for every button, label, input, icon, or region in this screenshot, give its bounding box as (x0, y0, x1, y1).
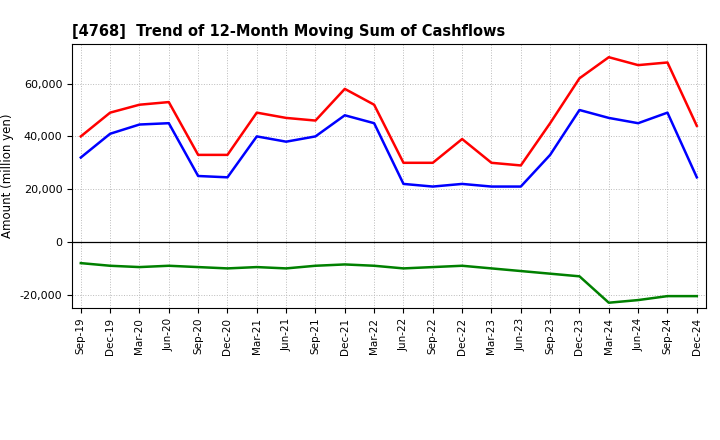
Free Cashflow (428, 184, 437, 189)
Investing Cashflow (106, 263, 114, 268)
Free Cashflow (223, 175, 232, 180)
Investing Cashflow (428, 264, 437, 270)
Investing Cashflow (634, 297, 642, 303)
Investing Cashflow (311, 263, 320, 268)
Investing Cashflow (370, 263, 379, 268)
Free Cashflow (546, 152, 554, 158)
Operating Cashflow (223, 152, 232, 158)
Operating Cashflow (164, 99, 173, 105)
Investing Cashflow (546, 271, 554, 276)
Operating Cashflow (546, 121, 554, 126)
Free Cashflow (164, 121, 173, 126)
Free Cashflow (282, 139, 290, 144)
Investing Cashflow (76, 260, 85, 266)
Line: Operating Cashflow: Operating Cashflow (81, 57, 697, 165)
Free Cashflow (341, 113, 349, 118)
Investing Cashflow (164, 263, 173, 268)
Operating Cashflow (663, 60, 672, 65)
Free Cashflow (487, 184, 496, 189)
Free Cashflow (253, 134, 261, 139)
Free Cashflow (693, 175, 701, 180)
Investing Cashflow (458, 263, 467, 268)
Investing Cashflow (282, 266, 290, 271)
Investing Cashflow (487, 266, 496, 271)
Operating Cashflow (693, 123, 701, 128)
Operating Cashflow (135, 102, 144, 107)
Operating Cashflow (487, 160, 496, 165)
Investing Cashflow (663, 293, 672, 299)
Operating Cashflow (634, 62, 642, 68)
Investing Cashflow (253, 264, 261, 270)
Operating Cashflow (76, 134, 85, 139)
Operating Cashflow (311, 118, 320, 123)
Free Cashflow (311, 134, 320, 139)
Investing Cashflow (341, 262, 349, 267)
Investing Cashflow (575, 274, 584, 279)
Free Cashflow (106, 131, 114, 136)
Y-axis label: Amount (million yen): Amount (million yen) (1, 114, 14, 238)
Operating Cashflow (106, 110, 114, 115)
Investing Cashflow (194, 264, 202, 270)
Free Cashflow (194, 173, 202, 179)
Text: [4768]  Trend of 12-Month Moving Sum of Cashflows: [4768] Trend of 12-Month Moving Sum of C… (72, 24, 505, 39)
Operating Cashflow (605, 55, 613, 60)
Investing Cashflow (135, 264, 144, 270)
Free Cashflow (76, 155, 85, 160)
Operating Cashflow (194, 152, 202, 158)
Free Cashflow (135, 122, 144, 127)
Free Cashflow (399, 181, 408, 187)
Operating Cashflow (575, 76, 584, 81)
Free Cashflow (605, 115, 613, 121)
Line: Free Cashflow: Free Cashflow (81, 110, 697, 187)
Free Cashflow (575, 107, 584, 113)
Line: Investing Cashflow: Investing Cashflow (81, 263, 697, 303)
Operating Cashflow (370, 102, 379, 107)
Free Cashflow (663, 110, 672, 115)
Free Cashflow (516, 184, 525, 189)
Free Cashflow (458, 181, 467, 187)
Free Cashflow (370, 121, 379, 126)
Operating Cashflow (428, 160, 437, 165)
Investing Cashflow (399, 266, 408, 271)
Operating Cashflow (341, 86, 349, 92)
Free Cashflow (634, 121, 642, 126)
Investing Cashflow (605, 300, 613, 305)
Operating Cashflow (458, 136, 467, 142)
Operating Cashflow (399, 160, 408, 165)
Operating Cashflow (253, 110, 261, 115)
Investing Cashflow (516, 268, 525, 274)
Investing Cashflow (223, 266, 232, 271)
Investing Cashflow (693, 293, 701, 299)
Operating Cashflow (282, 115, 290, 121)
Operating Cashflow (516, 163, 525, 168)
